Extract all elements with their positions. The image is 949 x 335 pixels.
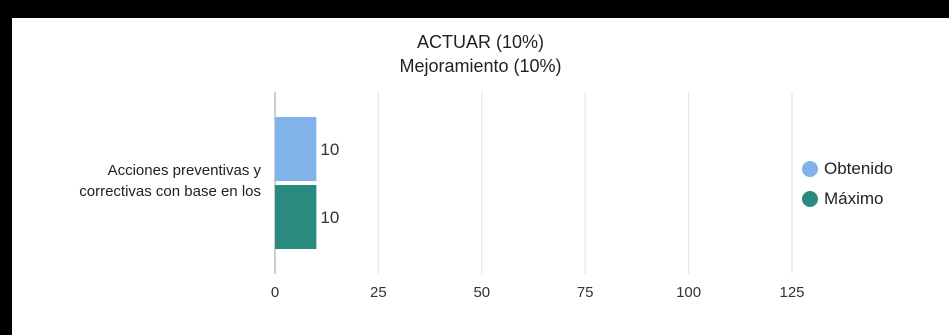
x-tick-label: 125: [779, 284, 804, 301]
chart-subtitle: Mejoramiento (10%): [399, 56, 562, 76]
legend-swatch-icon: [802, 161, 818, 177]
bar-obtenido[interactable]: [275, 117, 317, 181]
x-tick-label: 100: [676, 284, 701, 301]
chart-title: ACTUAR (10%): [416, 32, 545, 52]
category-label: Acciones preventivas y correctivas con ba…: [79, 162, 261, 200]
chart-titles: ACTUAR (10%) Mejoramiento (10%): [12, 30, 949, 78]
x-tick-label: 75: [577, 284, 594, 301]
x-tick-label: 0: [271, 284, 279, 301]
bar-chart: 0 25 50 75 100 125 10 10 Acciones preventivas y c…: [79, 92, 805, 301]
legend-item-obtenido[interactable]: Obtenido: [802, 154, 893, 184]
chart-legend: Obtenido Máximo: [802, 154, 893, 214]
data-label-obtenido: 10: [320, 140, 339, 159]
category-label-line: correctivas con base en los: [79, 183, 261, 200]
x-tick-label: 25: [370, 284, 387, 301]
legend-item-máximo[interactable]: Máximo: [802, 184, 893, 214]
chart-frame: ACTUAR (10%) Mejoramiento (10%) 0 25 50 75 1…: [12, 18, 949, 335]
x-tick-label: 50: [473, 284, 490, 301]
category-label-line: Acciones preventivas y: [108, 162, 262, 179]
legend-label: Máximo: [824, 189, 884, 208]
legend-label: Obtenido: [824, 159, 893, 178]
data-label-máximo: 10: [320, 208, 339, 227]
bar-máximo[interactable]: [275, 185, 317, 249]
legend-swatch-icon: [802, 191, 818, 207]
